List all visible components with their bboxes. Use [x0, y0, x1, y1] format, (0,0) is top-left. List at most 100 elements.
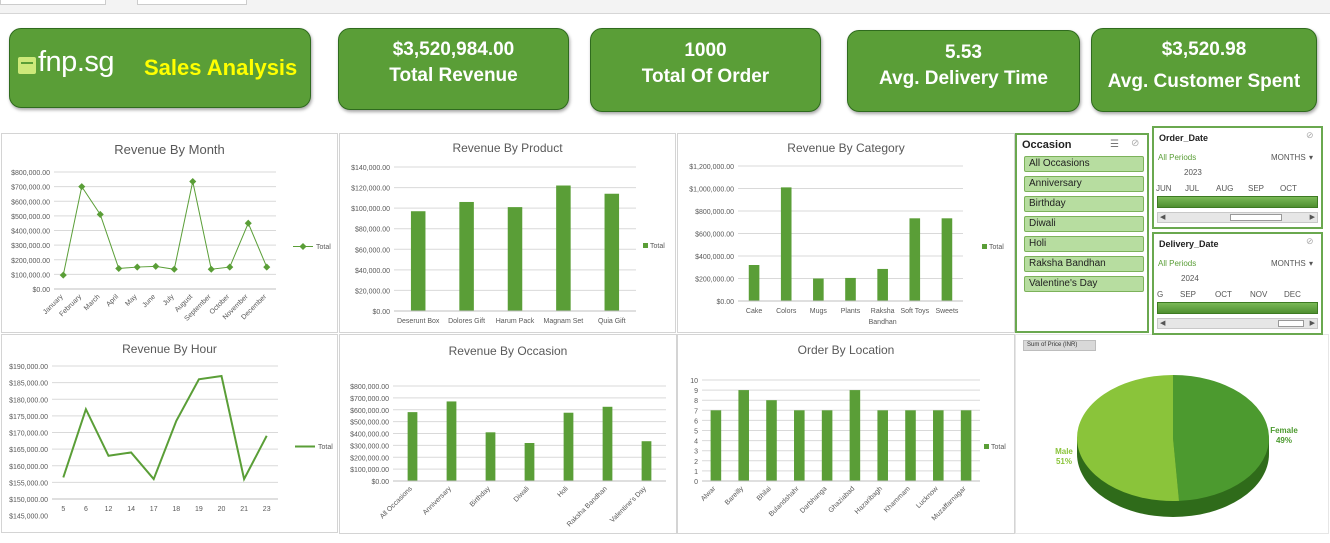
scroll-left-icon[interactable]: ◀	[1160, 214, 1166, 221]
x-tick-label: Bulandshahr	[768, 485, 801, 518]
data-point	[244, 219, 252, 227]
timeline-scrollbar[interactable]: ◀ ▶	[1157, 318, 1318, 329]
timeline-selection-bar[interactable]	[1157, 302, 1318, 314]
timeline-selection-bar[interactable]	[1157, 196, 1318, 208]
x-tick-label: Mugs	[810, 308, 828, 315]
delivery-date-timeline[interactable]: Delivery_Date ⊘ All Periods MONTHS ▾ 202…	[1152, 232, 1323, 335]
chart-revenue-by-hour[interactable]: Revenue By Hour $150,000.00 $155,000.00 $1…	[1, 334, 338, 533]
slicer-title: Occasion	[1022, 139, 1072, 151]
x-tick-label: Raksha	[871, 308, 895, 315]
x-tick-label: Magnam Set	[544, 318, 584, 325]
timeline-month: SEP	[1180, 290, 1197, 299]
x-tick-label: Ghaziabad	[827, 485, 856, 514]
y-tick-label: 5	[694, 429, 698, 436]
slicer-item[interactable]: Valentine's Day	[1024, 276, 1144, 292]
scroll-left-icon[interactable]: ◀	[1160, 320, 1166, 327]
x-tick-label: Anniversary	[422, 485, 453, 516]
y-tick-label: $400,000.00	[695, 254, 734, 261]
chart-revenue-by-gender[interactable]: Sum of Price (INR) Female 49% Male 51%	[1015, 334, 1329, 534]
x-tick-label: Raksha Bandhan	[566, 485, 609, 528]
x-tick-label: Quia Gift	[598, 318, 626, 325]
slicer-item[interactable]: Raksha Bandhan	[1024, 256, 1144, 272]
multi-select-icon[interactable]: ☰	[1110, 139, 1119, 150]
y-tick-label: $800,000.00	[695, 209, 734, 216]
y-tick-label: 1	[694, 469, 698, 476]
chart-revenue-by-product[interactable]: Revenue By Product $0.00 $20,000.00 $40,00…	[339, 133, 676, 333]
clear-filter-icon[interactable]: ⊘	[1306, 130, 1314, 140]
y-tick-label: $200,000.00	[695, 277, 734, 284]
chart-revenue-by-category[interactable]: Revenue By Category $0.00 $200,000.00 $400…	[677, 133, 1015, 333]
scrollbar-thumb[interactable]	[1230, 214, 1282, 221]
timeline-month: JUN	[1156, 184, 1172, 193]
y-tick-label: $300,000.00	[11, 243, 50, 250]
data-point	[152, 262, 160, 270]
x-tick-label: 19	[195, 506, 203, 513]
clear-filter-icon[interactable]: ⊘	[1306, 236, 1314, 246]
y-tick-label: 2	[694, 459, 698, 466]
chart-svg: $0.00 $100,000.00 $200,000.00 $300,000.00 $4…	[350, 384, 666, 528]
timeline-month: DEC	[1284, 290, 1301, 299]
y-tick-label: $120,000.00	[351, 186, 390, 193]
legend-label: Total	[318, 444, 333, 451]
x-tick-label: Soft Toys	[900, 308, 929, 315]
scrollbar-thumb[interactable]	[1278, 320, 1304, 327]
legend-label: Total	[316, 244, 331, 251]
bar	[766, 400, 777, 481]
pivot-field-button[interactable]: Sum of Price (INR)	[1023, 340, 1096, 351]
x-tick-label: Holi	[556, 485, 570, 499]
gift-box-icon	[18, 57, 36, 74]
x-tick-label: Darbhanga	[799, 485, 829, 515]
x-tick-label: Valentine's Day	[609, 485, 648, 524]
x-tick-label: 20	[218, 506, 226, 513]
bar	[507, 207, 523, 311]
slicer-item[interactable]: Diwali	[1024, 216, 1144, 232]
y-tick-label: $60,000.00	[355, 247, 390, 254]
slicer-item[interactable]: All Occasions	[1024, 156, 1144, 172]
kpi-value: $3,520,984.00	[392, 39, 515, 60]
bar	[710, 410, 722, 481]
timeline-unit-select[interactable]: MONTHS	[1271, 153, 1306, 162]
y-tick-label: $800,000.00	[350, 384, 389, 391]
x-tick-label: 5	[61, 506, 65, 513]
y-tick-label: $200,000.00	[350, 455, 389, 462]
chart-order-by-location[interactable]: Order By Location 0 1 2 3 4 5 6 7 8 9 10 Alwar Barei…	[677, 334, 1015, 534]
y-tick-label: $155,000.00	[9, 480, 48, 487]
bar	[641, 441, 652, 481]
clear-filter-icon[interactable]: ⊘	[1131, 138, 1140, 149]
timeline-unit-select[interactable]: MONTHS	[1271, 259, 1306, 268]
x-tick-label: June	[141, 293, 157, 309]
bar	[563, 412, 574, 481]
order-date-timeline[interactable]: Order_Date ⊘ All Periods MONTHS ▾ 2023 J…	[1152, 126, 1323, 229]
chart-revenue-by-month[interactable]: Revenue By Month $0.00 $100,000.00 $200,00…	[1, 133, 338, 333]
x-tick-label: May	[124, 293, 139, 308]
y-tick-label: $170,000.00	[9, 431, 48, 438]
x-tick-label: April	[105, 293, 120, 308]
occasion-slicer[interactable]: Occasion ☰ ⊘ All Occasions Anniversary B…	[1015, 133, 1149, 333]
chart-svg: $150,000.00 $155,000.00 $160,000.00 $165,00…	[9, 364, 333, 521]
bar	[485, 432, 496, 481]
slicer-item[interactable]: Anniversary	[1024, 176, 1144, 192]
slicer-item[interactable]: Holi	[1024, 236, 1144, 252]
y-tick-label: $160,000.00	[9, 464, 48, 471]
scroll-right-icon[interactable]: ▶	[1309, 320, 1315, 327]
scroll-right-icon[interactable]: ▶	[1309, 214, 1315, 221]
chart-revenue-by-occasion[interactable]: Revenue By Occasion $0.00 $100,000.00 $200…	[339, 334, 677, 534]
y-tick-label: $0.00	[372, 309, 390, 316]
x-tick-label: 6	[84, 506, 88, 513]
bar	[738, 390, 749, 481]
bar	[933, 410, 944, 481]
pie-label: 49%	[1276, 436, 1292, 445]
timeline-scrollbar[interactable]: ◀ ▶	[1157, 212, 1318, 223]
chevron-down-icon[interactable]: ▾	[1309, 153, 1314, 162]
data-point	[207, 265, 215, 273]
chevron-down-icon[interactable]: ▾	[1309, 259, 1314, 268]
x-tick-label: 23	[263, 506, 271, 513]
x-tick-label: Harum Pack	[496, 318, 535, 325]
sheet-tab[interactable]	[137, 0, 247, 5]
slicer-item[interactable]: Birthday	[1024, 196, 1144, 212]
legend-label: Total	[991, 444, 1006, 451]
brand-logo: fnp.sg	[38, 46, 115, 78]
sheet-tab[interactable]	[0, 0, 106, 5]
x-tick-label: 14	[127, 506, 135, 513]
x-tick-label: 12	[105, 506, 113, 513]
